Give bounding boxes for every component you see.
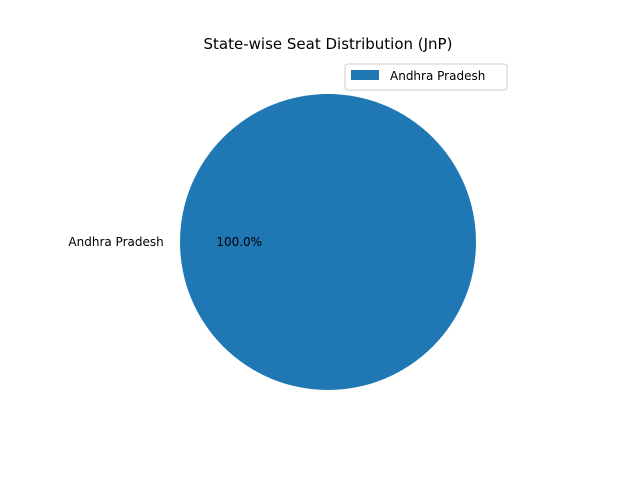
slice-category-label: Andhra Pradesh (68, 235, 163, 249)
pie-slices (180, 94, 476, 390)
pie-slice (180, 94, 476, 390)
legend-items: Andhra Pradesh (351, 69, 485, 83)
slice-percent-label: 100.0% (216, 235, 262, 249)
legend-box (344, 63, 508, 91)
legend: Andhra Pradesh (344, 63, 508, 91)
pie-labels: Andhra Pradesh 100.0% (68, 235, 262, 249)
legend-label: Andhra Pradesh (390, 69, 485, 83)
chart-title: State-wise Seat Distribution (JnP) (204, 35, 453, 53)
legend-swatch (351, 70, 379, 80)
